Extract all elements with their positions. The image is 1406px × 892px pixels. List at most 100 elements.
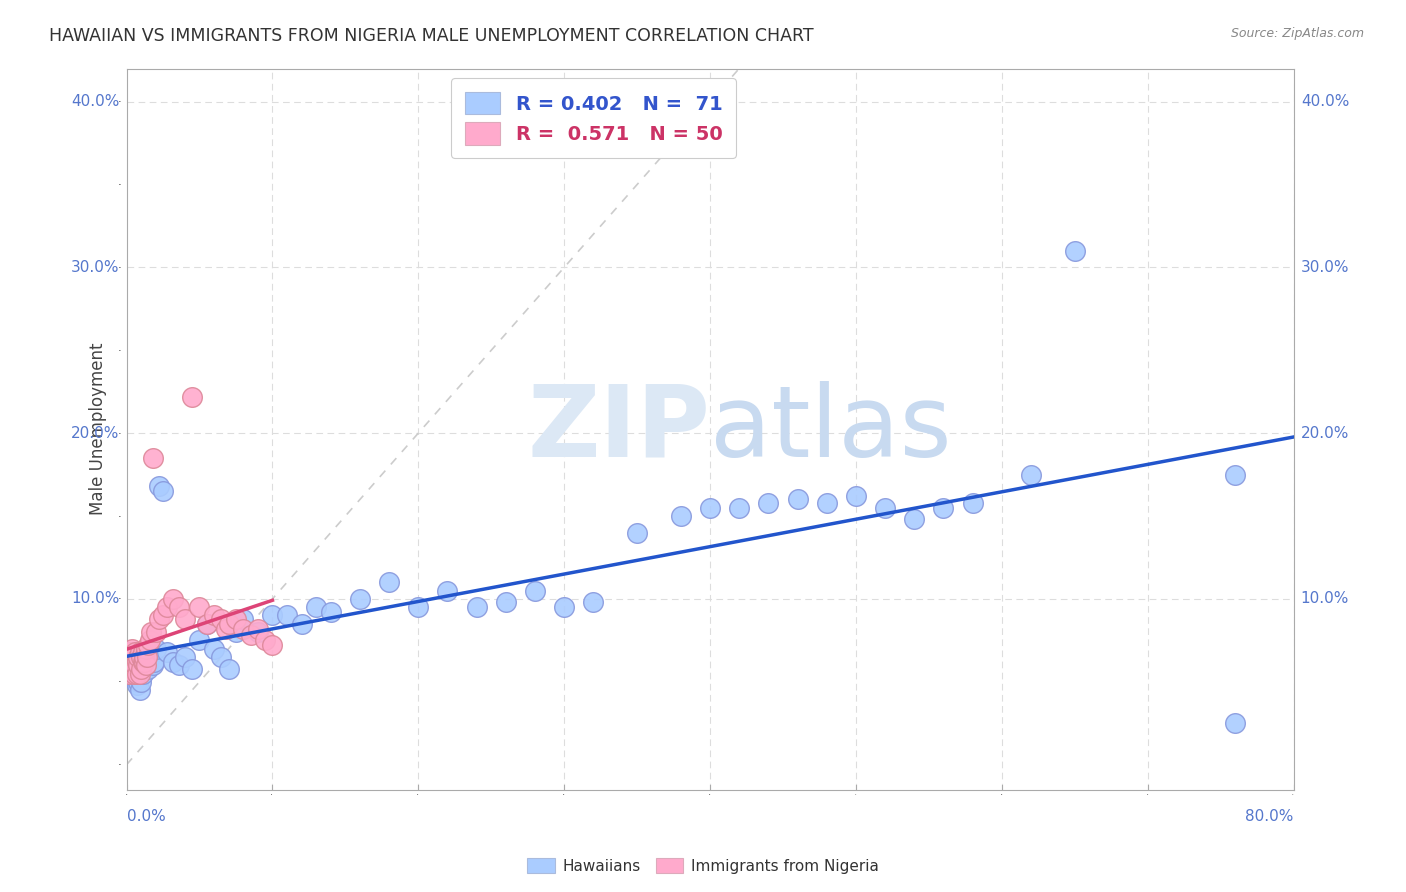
Point <box>118 666 141 681</box>
Point <box>246 625 269 640</box>
Point <box>145 641 167 656</box>
Point <box>156 645 179 659</box>
Point <box>138 661 160 675</box>
Text: 40.0%: 40.0% <box>1301 95 1350 109</box>
Point <box>122 649 145 664</box>
Legend: Hawaiians, Immigrants from Nigeria: Hawaiians, Immigrants from Nigeria <box>522 852 884 880</box>
Point <box>319 605 342 619</box>
Text: 30.0%: 30.0% <box>70 260 120 275</box>
Point <box>845 489 868 503</box>
Point <box>139 633 162 648</box>
Point <box>125 655 148 669</box>
Point <box>128 683 150 698</box>
Point <box>124 666 146 681</box>
Point <box>239 628 262 642</box>
Point <box>134 658 156 673</box>
Point <box>465 600 488 615</box>
Point <box>122 666 145 681</box>
Point <box>699 500 721 515</box>
Text: 20.0%: 20.0% <box>70 425 120 441</box>
Point <box>932 500 955 515</box>
Point <box>873 500 896 515</box>
Point <box>495 595 517 609</box>
Text: 40.0%: 40.0% <box>70 95 120 109</box>
Point <box>962 496 984 510</box>
Point <box>120 661 142 675</box>
Point <box>167 600 190 615</box>
Point <box>291 616 314 631</box>
Point <box>120 661 142 675</box>
Point <box>1063 244 1085 258</box>
Point <box>127 661 149 675</box>
Point <box>142 658 165 673</box>
Point <box>669 509 692 524</box>
Point <box>129 649 152 664</box>
Point <box>131 655 153 669</box>
Point <box>143 655 166 669</box>
Point <box>134 641 156 656</box>
Point <box>349 591 371 606</box>
Point <box>121 672 143 686</box>
Point <box>127 674 149 689</box>
Point <box>124 645 146 659</box>
Text: 0.0%: 0.0% <box>127 809 166 824</box>
Point <box>786 492 808 507</box>
Point <box>129 661 152 675</box>
Point <box>148 479 170 493</box>
Point <box>131 645 153 659</box>
Point <box>378 575 401 590</box>
Point <box>152 484 174 499</box>
Point <box>553 600 575 615</box>
Point <box>129 658 152 673</box>
Point <box>117 658 139 673</box>
Point <box>152 608 174 623</box>
Point <box>232 612 254 626</box>
Point <box>408 600 430 615</box>
Point <box>122 658 145 673</box>
Point <box>128 666 150 681</box>
Point <box>195 616 218 631</box>
Text: 10.0%: 10.0% <box>70 591 120 607</box>
Text: ZIP: ZIP <box>527 381 710 477</box>
Point <box>1223 716 1246 731</box>
Point <box>121 641 143 656</box>
Point <box>174 649 197 664</box>
Legend: R = 0.402   N =  71, R =  0.571   N = 50: R = 0.402 N = 71, R = 0.571 N = 50 <box>451 78 735 158</box>
Point <box>174 612 197 626</box>
Point <box>132 649 155 664</box>
Point <box>215 622 238 636</box>
Point <box>218 661 240 675</box>
Point <box>127 658 149 673</box>
Point <box>129 674 152 689</box>
Point <box>202 641 225 656</box>
Point <box>120 649 142 664</box>
Point <box>125 666 148 681</box>
Text: 20.0%: 20.0% <box>1301 425 1350 441</box>
Text: 80.0%: 80.0% <box>1246 809 1294 824</box>
Point <box>181 661 204 675</box>
Point <box>121 658 143 673</box>
Point <box>262 608 284 623</box>
Point <box>436 583 458 598</box>
Point <box>181 390 204 404</box>
Point <box>218 616 240 631</box>
Point <box>121 655 143 669</box>
Point <box>167 658 190 673</box>
Point <box>139 649 162 664</box>
Point <box>524 583 547 598</box>
Point <box>162 591 184 606</box>
Point <box>815 496 838 510</box>
Point <box>141 625 163 640</box>
Point <box>125 655 148 669</box>
Point <box>582 595 605 609</box>
Point <box>195 616 218 631</box>
Point <box>142 450 165 465</box>
Text: 10.0%: 10.0% <box>1301 591 1350 607</box>
Point <box>148 612 170 626</box>
Point <box>728 500 751 515</box>
Point <box>132 649 155 664</box>
Point <box>138 638 160 652</box>
Point <box>145 625 167 640</box>
Point <box>124 658 146 673</box>
Text: 30.0%: 30.0% <box>1301 260 1350 275</box>
